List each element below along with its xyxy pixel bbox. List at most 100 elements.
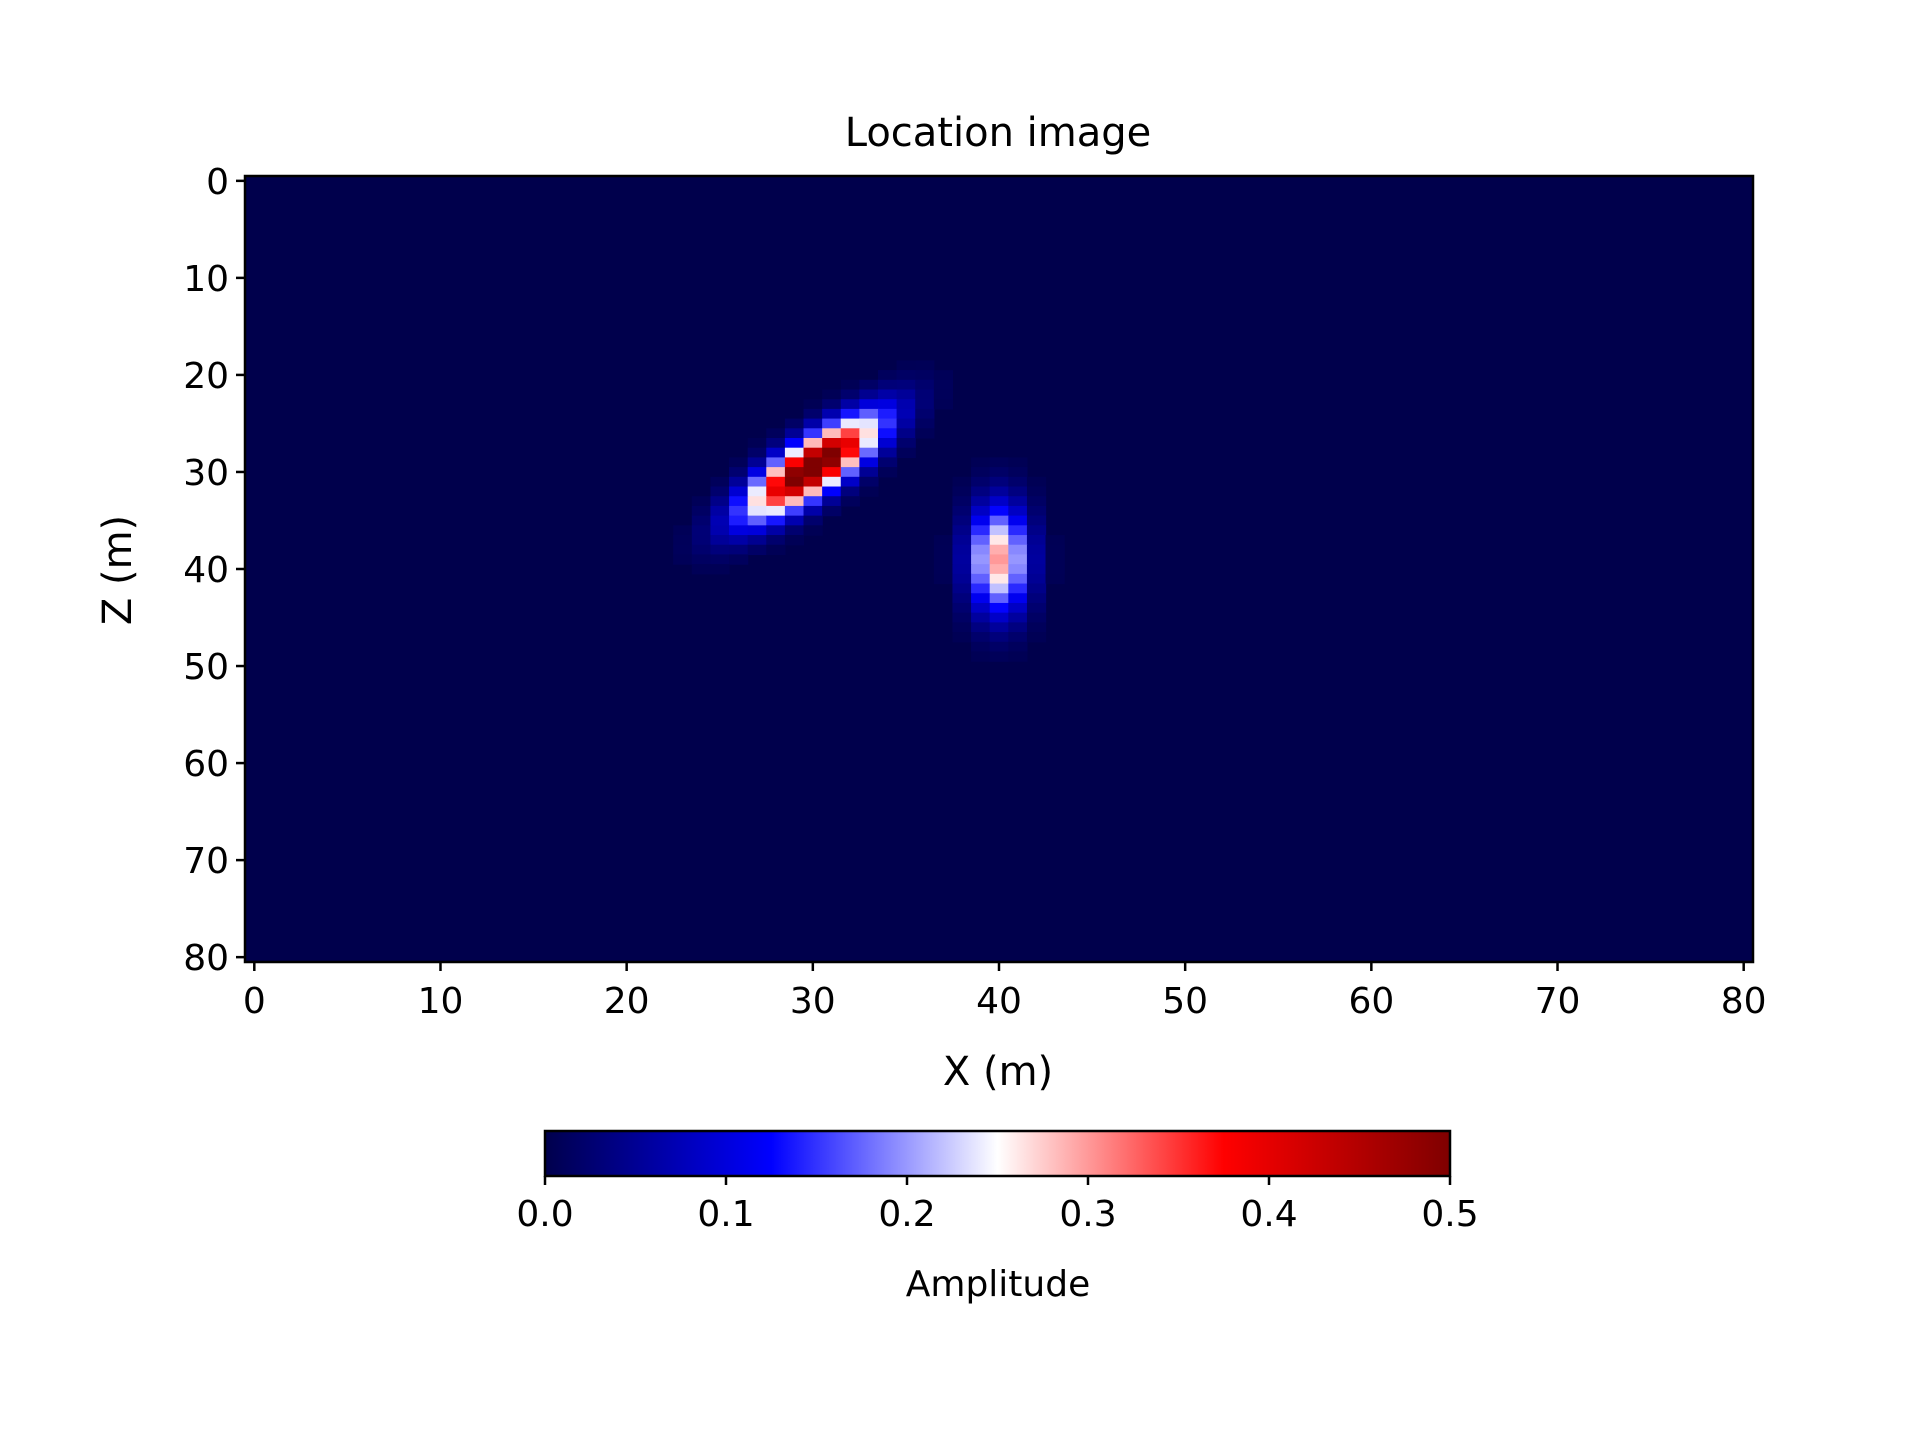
heatmap-cell <box>1008 486 1028 497</box>
heatmap-cell <box>896 408 916 420</box>
heatmap-cell <box>747 438 767 449</box>
heatmap-cell <box>803 447 823 458</box>
heatmap-cell <box>896 360 916 371</box>
heatmap-cell <box>840 408 860 420</box>
heatmap-cell <box>729 525 749 536</box>
heatmap-cell <box>1008 525 1028 536</box>
heatmap-cell <box>859 389 879 400</box>
heatmap-cell <box>1045 544 1065 556</box>
heatmap-cell <box>896 370 916 381</box>
heatmap-cell <box>766 544 786 556</box>
chart-title: Location image <box>845 110 1151 156</box>
heatmap-cell <box>971 496 991 507</box>
heatmap-cell <box>1026 496 1047 507</box>
heatmap-cell <box>877 370 898 381</box>
heatmap-cell <box>1008 593 1028 604</box>
y-tick-label: 50 <box>183 647 229 688</box>
heatmap-cell <box>691 554 712 565</box>
heatmap-cell <box>1026 573 1047 585</box>
heatmap-cell <box>971 476 991 488</box>
colorbar-label: Amplitude <box>906 1264 1090 1305</box>
heatmap-cell <box>747 467 767 478</box>
heatmap-cell <box>822 418 842 429</box>
heatmap-cell <box>822 438 842 449</box>
heatmap-cell <box>766 486 786 497</box>
heatmap-cell <box>1008 554 1028 565</box>
heatmap-cell <box>766 525 786 536</box>
heatmap-cell <box>859 399 879 410</box>
x-tick-label: 20 <box>604 981 650 1022</box>
heatmap-cell <box>971 651 991 662</box>
heatmap-cell <box>729 544 749 556</box>
heatmap-cell <box>1008 535 1028 546</box>
heatmap-cell <box>1008 612 1028 623</box>
heatmap-cell <box>933 554 954 565</box>
heatmap-cell <box>822 486 842 497</box>
heatmap-cell <box>952 593 972 604</box>
heatmap-cell <box>803 428 823 439</box>
heatmap-cell <box>710 505 730 517</box>
heatmap-cell <box>1045 554 1065 565</box>
colorbar-gradient <box>543 1129 1452 1178</box>
heatmap-cell <box>822 389 842 400</box>
colorbar-ticks: 0.0 0.1 0.2 0.3 0.4 0.5 <box>516 1176 1479 1235</box>
heatmap-cell <box>896 389 916 400</box>
heatmap-cell <box>822 496 842 507</box>
heatmap-cell <box>822 505 842 517</box>
heatmap-cell <box>952 476 972 488</box>
heatmap-cell <box>710 515 730 526</box>
heatmap-cell <box>859 418 879 429</box>
heatmap-cell <box>915 428 935 439</box>
heatmap-cell <box>822 467 842 478</box>
heatmap-cell <box>784 505 805 517</box>
heatmap-cell <box>952 632 972 643</box>
heatmap-cell <box>859 447 879 458</box>
heatmap-cell <box>840 438 860 449</box>
heatmap-cell <box>989 641 1009 653</box>
heatmap-cell <box>1008 564 1028 575</box>
heatmap-cell <box>691 525 712 536</box>
heatmap-cell <box>729 486 749 497</box>
heatmap-cell <box>784 496 805 507</box>
heatmap-cell <box>747 496 767 507</box>
heatmap-cell <box>784 467 805 478</box>
heatmap-cell <box>729 476 749 488</box>
heatmap-cell <box>971 593 991 604</box>
heatmap-cell <box>691 535 712 546</box>
heatmap-cell <box>877 408 898 420</box>
heatmap-cell <box>729 505 749 517</box>
heatmap-cells <box>673 360 1065 662</box>
heatmap-cell <box>1045 573 1065 585</box>
heatmap-cell <box>971 505 991 517</box>
heatmap-cell <box>1026 505 1047 517</box>
heatmap-cell <box>747 486 767 497</box>
heatmap-cell <box>989 573 1009 585</box>
heatmap-cell <box>971 622 991 633</box>
heatmap-cell <box>971 457 991 468</box>
x-axis-ticks: 0 10 20 30 40 50 60 70 80 <box>243 962 1767 1022</box>
heatmap-cell <box>710 486 730 497</box>
heatmap-cell <box>989 593 1009 604</box>
heatmap-cell <box>1008 641 1028 653</box>
heatmap-cell <box>710 564 730 575</box>
heatmap-cell <box>989 515 1009 526</box>
heatmap-cell <box>673 535 693 546</box>
heatmap-cell <box>971 641 991 653</box>
heatmap-cell <box>840 447 860 458</box>
y-axis-ticks: 0 10 20 30 40 50 60 70 80 <box>183 162 245 979</box>
heatmap-cell <box>803 486 823 497</box>
heatmap-cell <box>971 602 991 614</box>
heatmap-cell <box>784 535 805 546</box>
heatmap-cell <box>803 476 823 488</box>
heatmap-cell <box>952 486 972 497</box>
heatmap-cell <box>1026 593 1047 604</box>
heatmap-cell <box>896 399 916 410</box>
heatmap-cell <box>1008 583 1028 594</box>
heatmap-cell <box>747 515 767 526</box>
x-tick-label: 80 <box>1721 981 1767 1022</box>
heatmap-cell <box>766 535 786 546</box>
heatmap-cell <box>989 602 1009 614</box>
heatmap-cell <box>971 467 991 478</box>
heatmap-cell <box>822 447 842 458</box>
